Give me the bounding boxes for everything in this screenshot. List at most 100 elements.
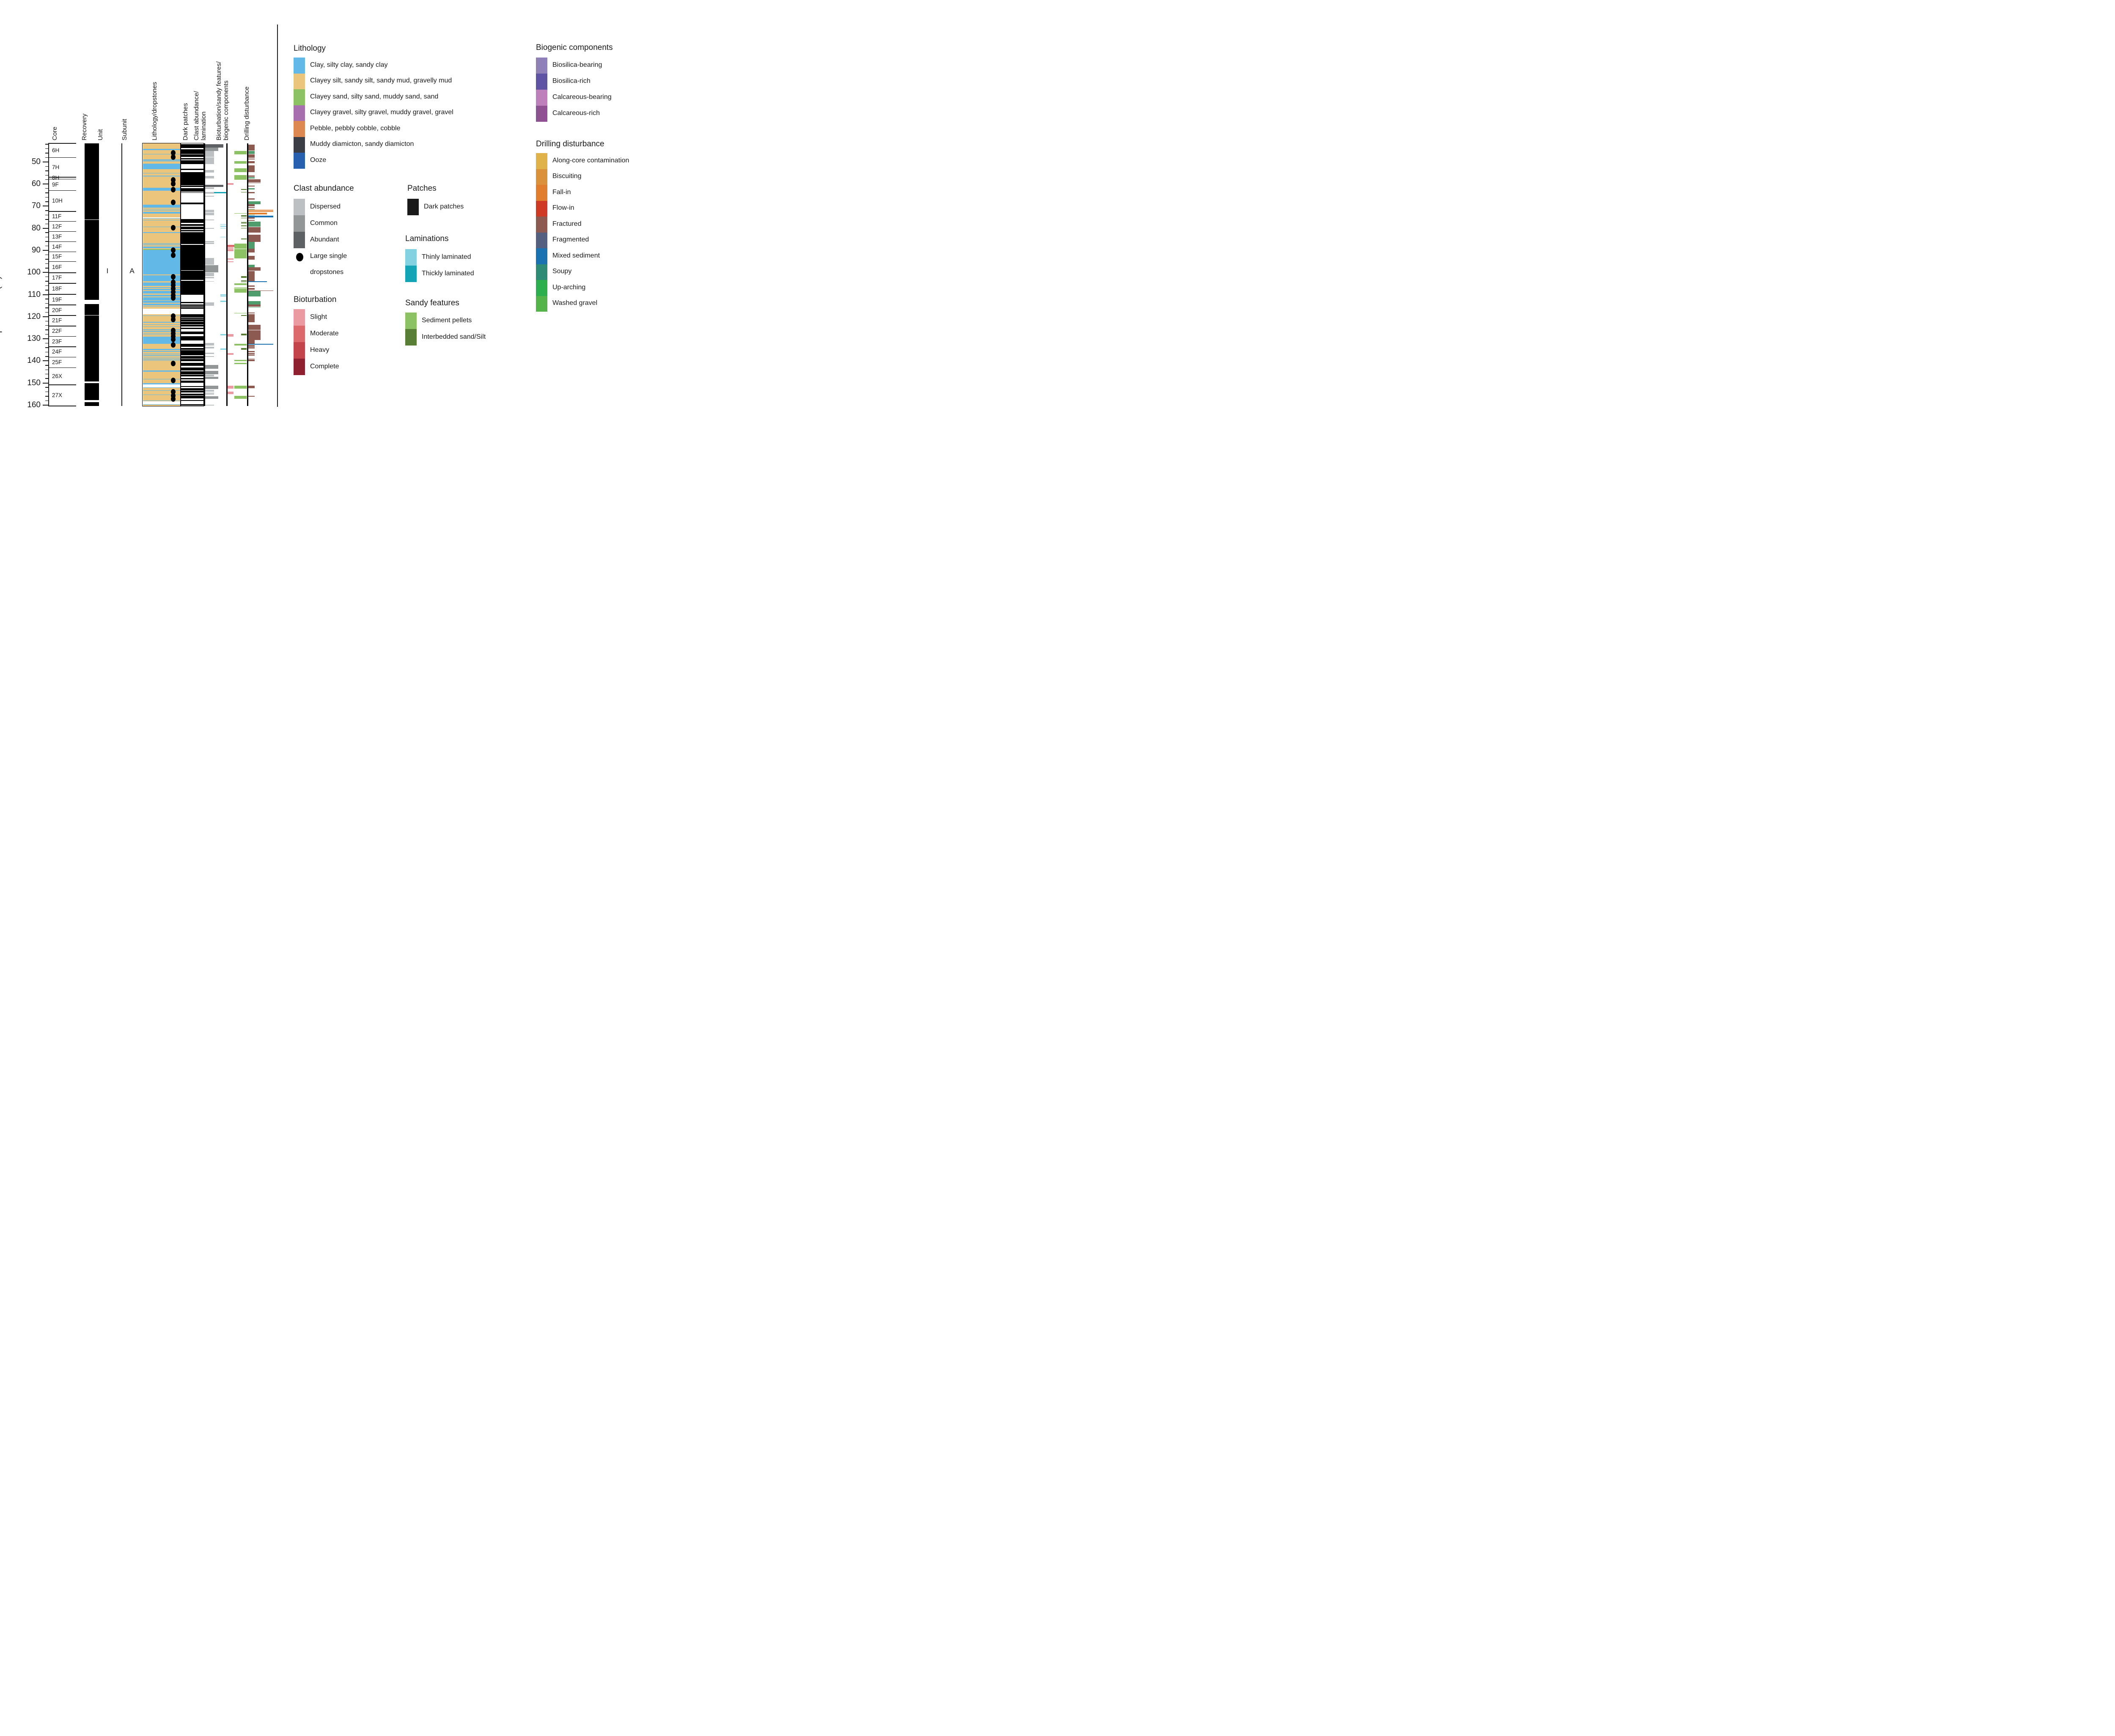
depth-tick-label: 60	[31, 179, 41, 189]
dark-patch-interval	[181, 318, 203, 319]
depth-tick-label: 50	[31, 157, 41, 166]
dark-patch-interval	[181, 224, 203, 226]
depth-minor-tick	[45, 232, 48, 233]
dark-patch-interval	[181, 331, 203, 334]
sandy-feature-bar	[234, 168, 247, 173]
bioturbation-bar	[227, 183, 233, 185]
dark-patch-interval	[181, 160, 203, 165]
clast-abundance-bar	[205, 352, 214, 354]
dark-patch-interval	[181, 348, 203, 350]
depth-tick-label: 70	[31, 201, 41, 211]
legend-swatch-biogenic_components	[536, 106, 547, 122]
drilling-disturbance-bar	[248, 201, 261, 204]
legend-label-bioturbation: Heavy	[310, 346, 330, 354]
clast-abundance-bar	[205, 213, 214, 216]
dropstone-symbol	[171, 392, 176, 398]
lithology-clay-interval	[143, 355, 181, 356]
lithology-clay-interval	[143, 210, 181, 211]
sandy-feature-bar	[234, 249, 247, 252]
dark-patch-interval	[181, 386, 203, 387]
drilling-disturbance-bar	[248, 214, 255, 216]
lithology-no-recovery-gap	[143, 384, 181, 388]
legend-label-drilling_disturbance: Along-core contamination	[552, 156, 629, 164]
depth-minor-tick	[45, 170, 48, 171]
drilling-disturbance-bar	[248, 256, 255, 260]
core-label: 23F	[52, 338, 62, 345]
depth-minor-tick	[45, 175, 48, 176]
dropstone-symbol	[171, 200, 176, 206]
depth-minor-tick	[45, 166, 48, 167]
lamination-bar	[220, 334, 226, 335]
sandy-feature-bar	[241, 315, 247, 316]
lamination-bar	[220, 348, 226, 350]
depth-minor-tick	[45, 192, 48, 193]
core-boundary	[48, 272, 76, 273]
sandy-feature-bar	[234, 360, 247, 362]
depth-tick-label: 130	[27, 334, 41, 343]
drilling-disturbance-bar	[248, 330, 261, 340]
legend-swatch-drilling_disturbance	[536, 200, 547, 217]
lamination-bar	[220, 225, 226, 227]
lithology-clay-interval	[143, 163, 181, 170]
dropstone-symbol	[171, 150, 176, 156]
lithology-clay-interval	[143, 176, 181, 177]
legend-swatch-biogenic_components	[536, 58, 547, 74]
legend-label-clast_abundance: Common	[310, 219, 338, 227]
depth-minor-tick	[45, 201, 48, 202]
lithology-no-recovery-gap	[143, 401, 181, 404]
drilling-disturbance-bar	[248, 222, 261, 227]
dropstone-symbol	[171, 177, 176, 183]
drilling-disturbance-bar	[248, 304, 261, 307]
dropstone-symbol	[171, 361, 176, 367]
depth-minor-tick	[45, 245, 48, 247]
drilling-disturbance-bar	[248, 347, 255, 348]
depth-minor-tick	[45, 321, 48, 322]
drilling-disturbance-bar	[248, 291, 261, 297]
lamination-bar	[220, 294, 226, 296]
sandy-feature-bar	[234, 290, 247, 293]
dark-patch-interval	[181, 302, 203, 303]
depth-minor-tick	[45, 219, 48, 220]
depth-minor-tick	[45, 378, 48, 379]
lithology-clay-interval	[143, 387, 181, 388]
clast-abundance-bar	[205, 176, 214, 178]
legend-swatch-laminations	[405, 266, 417, 282]
clast-column-axis-line	[204, 143, 205, 406]
legend-swatch-bioturbation	[294, 342, 305, 359]
unit-subunit-divider	[121, 143, 122, 406]
core-label: 22F	[52, 328, 62, 335]
dropstone-symbol	[171, 389, 176, 395]
unit-label: I	[106, 267, 109, 275]
dark-patch-interval	[181, 388, 203, 390]
sandy-feature-bar	[234, 396, 247, 399]
legend-label-drilling_disturbance: Fractured	[552, 220, 582, 228]
core-log-figure: Depth CSF-A (m) Core Recovery Unit Subun…	[0, 0, 663, 411]
legend-label-patches: Dark patches	[424, 203, 464, 210]
core-label: 25F	[52, 359, 62, 366]
core-label: 20F	[52, 307, 62, 313]
core-boundary	[48, 384, 76, 385]
legend-swatch-drilling_disturbance	[536, 232, 547, 248]
dropstone-symbol	[171, 331, 176, 337]
core-boundary	[48, 143, 76, 144]
recovery-bar	[85, 315, 99, 382]
drilling-disturbance-bar	[248, 154, 255, 158]
drilling-disturbance-bar	[248, 220, 255, 221]
dark-patch-interval	[181, 304, 203, 306]
depth-tick-label: 150	[27, 378, 41, 387]
depth-minor-tick	[45, 285, 48, 286]
dark-patch-interval	[181, 324, 203, 327]
dropstone-symbol	[171, 378, 176, 384]
legend-label-drilling_disturbance: Washed gravel	[552, 299, 598, 307]
legend-label-dropstone-2: dropstones	[310, 269, 344, 276]
sandy-feature-bar	[241, 215, 247, 217]
drilling-disturbance-bar	[248, 288, 255, 290]
drilling-disturbance-bar	[248, 314, 255, 323]
dropstone-symbol	[171, 154, 176, 160]
recovery-bar	[85, 304, 99, 315]
legend-label-laminations: Thinly laminated	[422, 253, 471, 261]
dark-patch-interval	[181, 306, 203, 307]
legend-dropstone-symbol	[296, 253, 303, 261]
drilling-disturbance-bar	[248, 271, 255, 281]
depth-major-tick	[43, 316, 48, 317]
